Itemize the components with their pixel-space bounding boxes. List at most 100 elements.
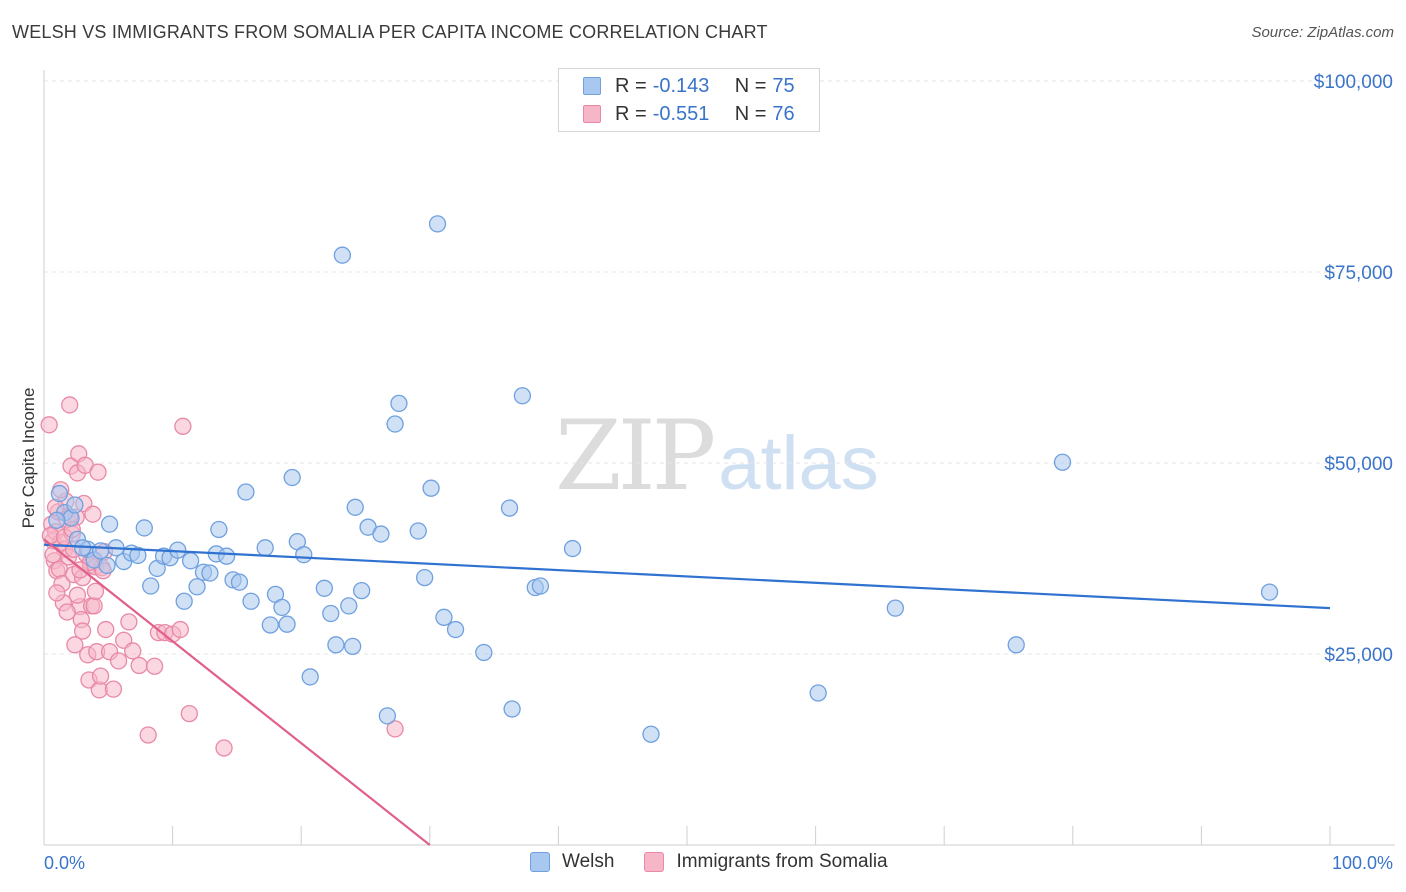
series-legend: Welsh Immigrants from Somalia [530, 851, 918, 873]
chart-title: WELSH VS IMMIGRANTS FROM SOMALIA PER CAP… [12, 22, 768, 42]
welsh-point [372, 525, 390, 543]
y-axis-label: Per Capita Income [19, 388, 38, 529]
welsh-point [242, 592, 260, 610]
welsh-point [201, 564, 219, 582]
welsh-point [340, 597, 358, 615]
legend-n-value-welsh: 75 [772, 74, 795, 97]
x-tick-label-end: 100.0% [1332, 853, 1393, 873]
somalia-point [171, 620, 189, 639]
welsh-point [230, 573, 249, 591]
welsh-point [1260, 583, 1279, 601]
legend-item-somalia[interactable]: Immigrants from Somalia [644, 851, 888, 873]
somalia-point [180, 704, 198, 723]
somalia-point [84, 505, 102, 523]
legend-r-label: R = [615, 74, 647, 97]
welsh-point [175, 592, 193, 610]
welsh-point [416, 568, 434, 587]
welsh-point [428, 215, 447, 233]
welsh-point [378, 707, 397, 725]
welsh-point [346, 498, 364, 516]
welsh-point [352, 581, 371, 600]
welsh-point [409, 522, 427, 540]
welsh-point [135, 519, 153, 537]
welsh-point [66, 496, 84, 514]
welsh-point [422, 479, 440, 497]
welsh-point [48, 511, 66, 529]
somalia-point [120, 613, 138, 631]
somalia-trend-line [43, 538, 431, 846]
legend-swatch-somalia [583, 105, 601, 123]
welsh-point [390, 394, 408, 413]
welsh-point [809, 684, 827, 702]
legend-item-welsh[interactable]: Welsh [530, 851, 614, 873]
somalia-point [386, 720, 404, 738]
grid-layer [44, 80, 1395, 655]
somalia-point [86, 582, 105, 601]
welsh-point [1053, 453, 1072, 471]
somalia-point [174, 417, 192, 435]
x-tick-label-start: 0.0% [44, 853, 85, 873]
somalia-point [104, 680, 123, 698]
watermark-zip: ZIP [555, 400, 716, 512]
y-tick-label: $100,000 [1314, 72, 1393, 93]
welsh-point [886, 599, 904, 617]
somalia-point [97, 620, 115, 639]
welsh-points [48, 215, 1279, 743]
correlation-legend: R = -0.143 N = 75 R = -0.551 N = 76 [558, 68, 820, 132]
somalia-point [66, 636, 84, 654]
welsh-point [386, 415, 404, 433]
somalia-point [48, 584, 66, 602]
welsh-point [261, 616, 279, 634]
axis-layer [43, 70, 1395, 846]
y-tick-layer: $25,000 $50,000 $75,000 $100,000 [1314, 72, 1393, 666]
welsh-trend-line [43, 543, 1331, 610]
source-label: Source: ZipAtlas.com [1251, 24, 1394, 41]
welsh-point [50, 484, 69, 503]
welsh-point [503, 700, 521, 718]
welsh-point [343, 637, 362, 656]
welsh-point [446, 620, 465, 639]
somalia-points [40, 396, 404, 757]
somalia-point [44, 546, 62, 564]
welsh-point [327, 636, 345, 654]
legend-r-value-somalia: -0.551 [652, 102, 710, 125]
legend-swatch-welsh [583, 77, 601, 95]
y-tick-label: $75,000 [1324, 263, 1393, 284]
welsh-point [91, 542, 110, 560]
welsh-point [273, 598, 291, 617]
legend-swatch-welsh [530, 852, 550, 872]
welsh-point [435, 608, 453, 626]
welsh-point [210, 520, 228, 539]
legend-n-value-somalia: 76 [772, 102, 795, 125]
welsh-point [278, 615, 296, 633]
somalia-point [68, 586, 87, 604]
welsh-point [142, 577, 160, 595]
welsh-point [642, 725, 660, 743]
welsh-point [315, 579, 333, 597]
welsh-point [333, 246, 352, 264]
welsh-point [217, 547, 236, 565]
somalia-point [73, 622, 92, 640]
legend-row-somalia: R = -0.551 N = 76 [583, 101, 795, 127]
somalia-point [139, 726, 157, 744]
welsh-point [513, 387, 532, 405]
somalia-point [89, 463, 107, 481]
somalia-point [85, 597, 103, 615]
welsh-point [500, 499, 519, 517]
welsh-point [98, 556, 116, 575]
welsh-point [475, 643, 493, 662]
welsh-point [256, 539, 274, 557]
welsh-point [129, 546, 147, 565]
welsh-point [283, 468, 301, 487]
somalia-point [58, 603, 76, 621]
legend-n-label: N = [734, 102, 767, 125]
welsh-point [295, 546, 313, 564]
legend-swatch-somalia [644, 852, 665, 872]
welsh-point [322, 604, 340, 623]
somalia-point [40, 416, 58, 434]
legend-label-welsh: Welsh [562, 851, 615, 872]
legend-row-welsh: R = -0.143 N = 75 [583, 73, 795, 99]
welsh-point [100, 515, 119, 533]
legend-r-label: R = [615, 102, 647, 125]
